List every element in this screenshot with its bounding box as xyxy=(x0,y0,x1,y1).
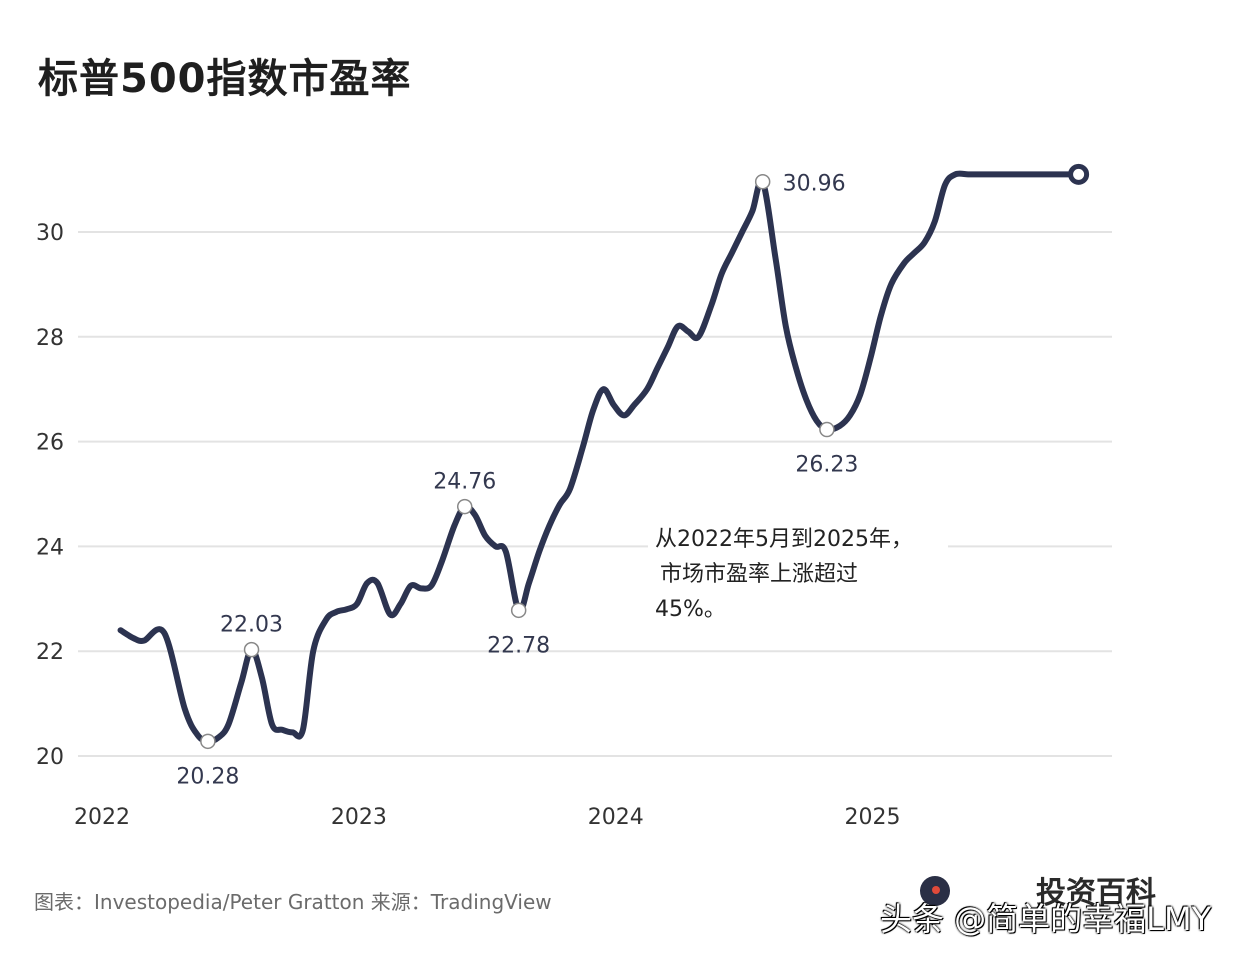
data-label: 22.03 xyxy=(220,613,283,638)
y-axis-ticks: 20 22 24 26 28 30 xyxy=(36,221,64,770)
y-tick-label: 24 xyxy=(36,535,64,560)
data-point-marker xyxy=(819,421,835,438)
brand-name: 投资百科 xyxy=(1036,876,1156,911)
x-axis-ticks: 2022 2023 2024 2025 xyxy=(74,805,901,830)
data-point-marker xyxy=(243,641,260,658)
data-labels: 20.28 22.03 24.76 22.78 30.96 26.23 xyxy=(176,172,858,790)
x-tick-label: 2023 xyxy=(331,805,387,830)
x-tick-label: 2022 xyxy=(74,805,130,830)
watermark: 头条 @简单的幸福LMY xyxy=(880,900,1212,938)
data-point-marker xyxy=(510,602,527,619)
data-label: 30.96 xyxy=(783,172,846,197)
annotation-line: 从2022年5月到2025年， xyxy=(655,527,913,552)
y-tick-label: 22 xyxy=(36,640,64,665)
chart-annotation: 从2022年5月到2025年， 市场市盈率上涨超过 45%。 xyxy=(648,516,948,626)
y-tick-label: 28 xyxy=(36,326,64,351)
annotation-line: 市场市盈率上涨超过 xyxy=(660,562,858,587)
annotation-line: 45%。 xyxy=(655,597,726,622)
annotation-background xyxy=(648,516,948,626)
x-tick-label: 2024 xyxy=(588,805,644,830)
data-label: 22.78 xyxy=(487,633,550,658)
y-tick-label: 20 xyxy=(36,745,64,770)
data-point-marker xyxy=(456,498,473,515)
x-tick-label: 2025 xyxy=(845,805,901,830)
data-label: 26.23 xyxy=(795,453,858,478)
page-title: 标普500指数市盈率 xyxy=(38,56,412,102)
data-point-marker xyxy=(754,173,771,190)
gridlines xyxy=(78,231,1112,757)
data-point-marker xyxy=(200,733,216,750)
chart-source: 图表：Investopedia/Peter Gratton 来源：Trading… xyxy=(34,890,552,914)
pe-ratio-line xyxy=(117,170,1082,745)
y-tick-label: 26 xyxy=(36,431,64,456)
latest-value-marker xyxy=(1068,163,1090,185)
y-tick-label: 30 xyxy=(36,221,64,246)
data-label: 24.76 xyxy=(433,470,496,495)
data-label: 20.28 xyxy=(176,764,239,789)
brand-logo-icon xyxy=(920,876,950,906)
